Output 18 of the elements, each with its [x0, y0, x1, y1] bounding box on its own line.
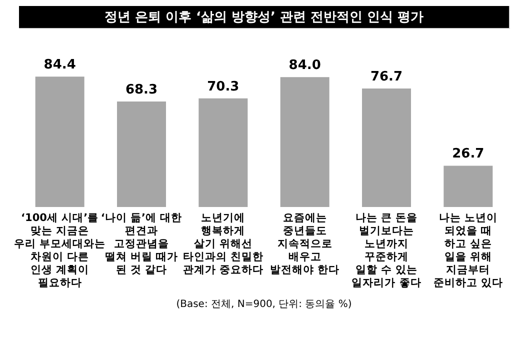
bar — [280, 77, 330, 207]
data-label: 84.0 — [288, 58, 321, 74]
data-label: 68.3 — [125, 82, 158, 98]
data-label: 26.7 — [452, 146, 484, 162]
x-tick-label: 나는 노년이 되었을 때 하고 싶은 일을 위해 지금부터 준비하고 있다 — [433, 212, 503, 289]
bar — [198, 98, 248, 207]
x-tick-label: 나는 큰 돈을 벌기보다는 노년까지 꾸준하게 일할 수 있는 일자리가 좋다 — [352, 212, 422, 289]
data-label: 84.4 — [44, 58, 76, 73]
chart-title: 정년 은퇴 이후 ‘삶의 방향성’ 관련 전반적인 인식 평가 — [104, 10, 424, 25]
text: (Base: 전체, N=900, 단위: 동의율 %) — [176, 299, 352, 310]
bar — [362, 88, 411, 207]
x-tick-label: 노년기에 행복하게 살기 위해선 타인과의 친밀한 관계가 중요하다 — [182, 212, 264, 276]
data-label: 70.3 — [207, 79, 240, 94]
data-label: 76.7 — [370, 69, 403, 84]
x-tick-label: 요즘에는 중년들도 지속적으로 배우고 발전해야 한다 — [270, 212, 340, 276]
bar — [444, 166, 493, 207]
bar — [35, 76, 84, 207]
bar — [117, 101, 166, 207]
